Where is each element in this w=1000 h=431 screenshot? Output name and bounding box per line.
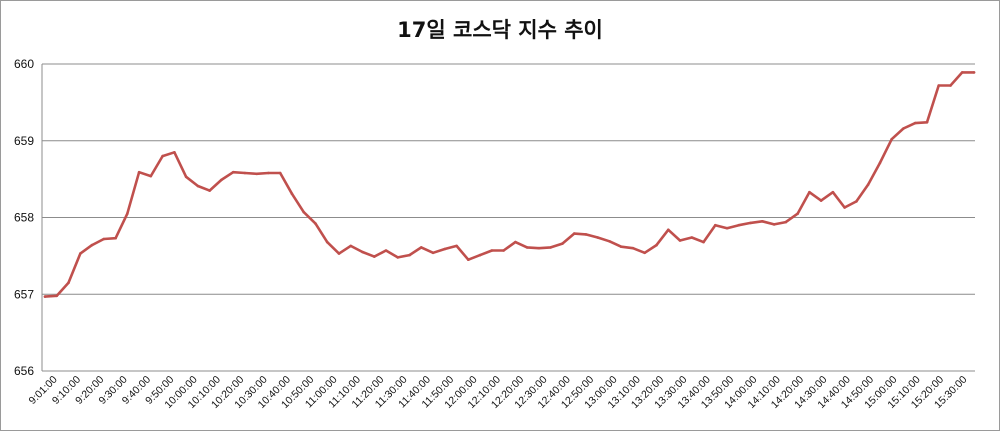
data-point: [373, 255, 376, 258]
axes: [41, 64, 975, 372]
y-tick-label-660: 660: [14, 57, 34, 71]
data-point: [208, 189, 211, 192]
data-point: [173, 151, 176, 154]
data-point: [278, 171, 282, 175]
data-point: [596, 236, 599, 239]
y-tick-label-659: 659: [14, 134, 34, 148]
data-point: [349, 244, 353, 248]
data-point: [537, 246, 541, 250]
data-point: [267, 171, 270, 175]
data-point: [149, 174, 153, 178]
data-point: [161, 154, 164, 158]
data-point: [960, 71, 964, 74]
data-point: [102, 237, 106, 241]
data-point: [843, 206, 846, 209]
data-point: [431, 251, 435, 255]
data-point: [67, 281, 70, 285]
y-tick-labels: 656 657 658 659 660: [14, 57, 34, 378]
data-point: [325, 240, 329, 244]
series-kosdaq: [43, 71, 976, 298]
data-point: [561, 242, 564, 245]
data-point: [43, 295, 47, 298]
data-point: [808, 190, 811, 194]
data-point: [714, 223, 717, 227]
data-point: [384, 249, 388, 252]
data-point: [502, 249, 505, 252]
data-point: [855, 200, 858, 203]
data-point: [467, 258, 470, 262]
gridlines: [42, 63, 975, 295]
y-tick-label-656: 656: [14, 364, 34, 378]
data-point: [337, 252, 341, 255]
data-point: [455, 244, 458, 248]
data-point: [902, 127, 905, 130]
data-point: [90, 243, 94, 247]
data-point: [184, 175, 188, 179]
data-point: [302, 210, 306, 214]
chart-title: 17일 코스닥 지수 추이: [397, 18, 603, 42]
data-point: [126, 212, 129, 215]
data-point: [420, 246, 423, 249]
data-point: [796, 212, 799, 215]
data-point: [79, 252, 82, 255]
data-point: [290, 192, 294, 195]
data-point: [866, 183, 870, 186]
data-point: [443, 247, 447, 251]
data-point: [220, 178, 223, 182]
data-point: [725, 226, 729, 230]
data-point: [114, 236, 117, 240]
data-point: [737, 223, 741, 227]
data-point: [631, 246, 635, 250]
data-point: [690, 236, 694, 239]
data-point: [408, 253, 411, 257]
data-point: [784, 220, 788, 224]
data-point: [702, 240, 705, 244]
data-point: [655, 243, 658, 247]
data-point: [937, 84, 940, 87]
data-point: [913, 121, 917, 125]
data-point: [925, 121, 929, 124]
data-point: [231, 170, 235, 174]
x-tick-labels: 9:01:009:10:009:20:009:30:009:40:009:50:…: [27, 374, 970, 412]
data-point: [478, 253, 482, 257]
data-point: [890, 137, 893, 141]
data-point: [972, 71, 976, 74]
data-point: [749, 221, 752, 225]
data-point: [831, 190, 835, 194]
data-point: [137, 170, 141, 174]
series-line: [43, 71, 976, 298]
y-tick-label-657: 657: [14, 287, 34, 301]
data-point: [761, 220, 764, 223]
data-point: [196, 184, 200, 188]
data-point: [819, 199, 823, 202]
data-point: [643, 251, 646, 255]
data-point: [361, 250, 364, 254]
data-point: [667, 228, 670, 232]
data-point: [572, 232, 576, 235]
data-point: [490, 249, 494, 252]
data-point: [878, 161, 882, 165]
data-point: [314, 222, 317, 225]
data-point: [55, 294, 59, 298]
data-point: [514, 240, 517, 244]
y-tick-label-658: 658: [14, 211, 34, 225]
data-point: [772, 223, 776, 226]
data-point: [949, 84, 952, 87]
data-point: [243, 171, 247, 175]
data-point: [525, 246, 529, 249]
data-point: [584, 233, 588, 236]
data-point: [396, 256, 400, 259]
data-point: [549, 246, 552, 249]
data-point: [255, 172, 258, 176]
data-point: [608, 240, 611, 243]
data-point: [678, 239, 682, 242]
data-point: [619, 245, 623, 248]
